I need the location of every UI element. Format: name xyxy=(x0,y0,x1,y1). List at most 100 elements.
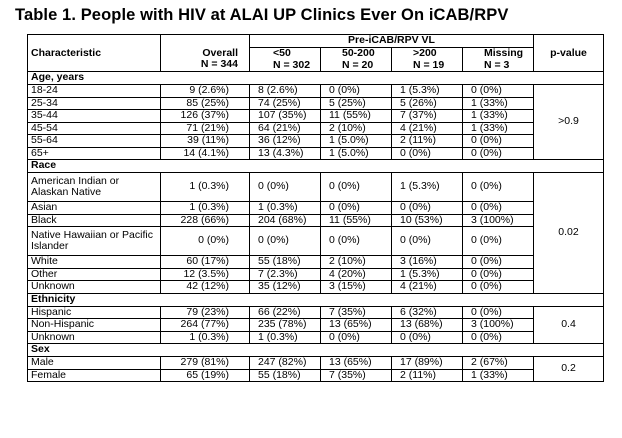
cell-value: 1 (0.3%) xyxy=(160,172,250,202)
cell-value: 2 (10%) xyxy=(320,121,392,135)
cell-value: 2 (11%) xyxy=(391,134,463,148)
header-50-200: 50-200 N = 20 xyxy=(320,47,392,72)
p-value: >0.9 xyxy=(533,84,604,160)
row-label: White xyxy=(27,255,161,269)
header-gt200-n: N = 19 xyxy=(413,58,445,71)
row-label: Unknown xyxy=(27,330,161,344)
cell-value: 0 (0%) xyxy=(249,172,321,202)
section-row: Race xyxy=(27,159,604,173)
cell-value: 8 (2.6%) xyxy=(249,84,321,98)
cell-value: 10 (53%) xyxy=(391,213,463,227)
cell-value: 13 (68%) xyxy=(391,318,463,332)
cell-value: 4 (21%) xyxy=(391,121,463,135)
cell-value: 0 (0%) xyxy=(462,146,534,160)
header-overall-n: N = 344 xyxy=(200,58,238,71)
table-row: White 60 (17%) 55 (18%) 2 (10%) 3 (16%) 0 (0%… xyxy=(27,255,604,269)
cell-value: 7 (35%) xyxy=(320,368,392,382)
cell-value: 64 (21%) xyxy=(249,121,321,135)
row-label: Hispanic xyxy=(27,305,161,319)
cell-value: 0 (0%) xyxy=(391,330,463,344)
cell-value: 1 (5.0%) xyxy=(320,134,392,148)
header-row: Characteristic Overall N = 344 <50 N = 3… xyxy=(27,47,604,72)
header-missing: Missing N = 3 xyxy=(462,47,534,72)
cell-value: 2 (10%) xyxy=(320,255,392,269)
header-missing-n: N = 3 xyxy=(484,58,510,71)
row-label: 18-24 xyxy=(27,84,161,98)
cell-value: 3 (100%) xyxy=(462,318,534,332)
header-missing-name: Missing xyxy=(484,47,524,59)
cell-value: 42 (12%) xyxy=(160,280,250,294)
header-gt200: >200 N = 19 xyxy=(391,47,463,72)
cell-value: 5 (25%) xyxy=(320,96,392,110)
cell-value: 0 (0%) xyxy=(462,84,534,98)
table-row: 35-44 126 (37%) 107 (35%) 11 (55%) 7 (37%) 1 … xyxy=(27,109,604,123)
table-row: Native Hawaiian or Pacific Islander 0 (0%… xyxy=(27,226,604,256)
table-row: Other 12 (3.5%) 7 (2.3%) 4 (20%) 1 (5.3%) 0 (… xyxy=(27,267,604,281)
cell-value: 7 (2.3%) xyxy=(249,267,321,281)
section-label: Ethnicity xyxy=(27,292,604,307)
row-label: American Indian or Alaskan Native xyxy=(27,172,161,202)
cell-value: 0 (0%) xyxy=(391,146,463,160)
table-row: Non-Hispanic 264 (77%) 235 (78%) 13 (65%) 13… xyxy=(27,318,604,332)
row-label: Asian xyxy=(27,201,161,215)
cell-value: 0 (0%) xyxy=(462,305,534,319)
cell-value: 247 (82%) xyxy=(249,356,321,370)
cell-value: 0 (0%) xyxy=(462,226,534,256)
cell-value: 1 (0.3%) xyxy=(160,201,250,215)
cell-value: 71 (21%) xyxy=(160,121,250,135)
cell-value: 1 (0.3%) xyxy=(249,201,321,215)
cell-value: 264 (77%) xyxy=(160,318,250,332)
table-row: Male 279 (81%) 247 (82%) 13 (65%) 17 (89%) 2 … xyxy=(27,356,604,382)
cell-value: 0 (0%) xyxy=(320,226,392,256)
row-label: Unknown xyxy=(27,280,161,294)
cell-value: 1 (0.3%) xyxy=(160,330,250,344)
cell-value: 107 (35%) xyxy=(249,109,321,123)
header-gt200-name: >200 xyxy=(413,47,437,59)
cell-value: 13 (65%) xyxy=(320,356,392,370)
row-label: Female xyxy=(27,368,161,382)
header-blank xyxy=(160,34,250,48)
cell-value: 1 (0.3%) xyxy=(249,330,321,344)
cell-value: 1 (5.3%) xyxy=(391,172,463,202)
table-row: Asian 1 (0.3%) 1 (0.3%) 0 (0%) 0 (0%) 0 (0%) xyxy=(27,201,604,215)
cell-value: 55 (18%) xyxy=(249,368,321,382)
cell-value: 3 (100%) xyxy=(462,213,534,227)
header-overall: Overall N = 344 xyxy=(160,47,250,72)
header-characteristic: Characteristic xyxy=(27,47,161,72)
cell-value: 14 (4.1%) xyxy=(160,146,250,160)
cell-value: 0 (0%) xyxy=(462,267,534,281)
table-row: American Indian or Alaskan Native 1 (0.3%… xyxy=(27,172,604,294)
p-value: 0.2 xyxy=(533,356,604,382)
cell-value: 17 (89%) xyxy=(391,356,463,370)
table-row: Black 228 (66%) 204 (68%) 11 (55%) 10 (53%) 3… xyxy=(27,213,604,227)
cell-value: 35 (12%) xyxy=(249,280,321,294)
table-row: Unknown 42 (12%) 35 (12%) 3 (15%) 4 (21%) 0 (… xyxy=(27,280,604,294)
cell-value: 36 (12%) xyxy=(249,134,321,148)
data-table: Pre-iCAB/RPV VL Characteristic Overall N… xyxy=(27,34,604,382)
cell-value: 0 (0%) xyxy=(391,201,463,215)
header-lt50: <50 N = 302 xyxy=(249,47,321,72)
cell-value: 11 (55%) xyxy=(320,109,392,123)
cell-value: 7 (37%) xyxy=(391,109,463,123)
row-label: Black xyxy=(27,213,161,227)
cell-value: 5 (26%) xyxy=(391,96,463,110)
header-lt50-n: N = 302 xyxy=(273,58,311,71)
row-label: 35-44 xyxy=(27,109,161,123)
row-label: Male xyxy=(27,356,161,370)
cell-value: 85 (25%) xyxy=(160,96,250,110)
cell-value: 11 (55%) xyxy=(320,213,392,227)
cell-value: 3 (15%) xyxy=(320,280,392,294)
row-label: 25-34 xyxy=(27,96,161,110)
cell-value: 0 (0%) xyxy=(462,280,534,294)
row-label: Non-Hispanic xyxy=(27,318,161,332)
cell-value: 0 (0%) xyxy=(462,255,534,269)
header-blank xyxy=(27,34,161,48)
cell-value: 60 (17%) xyxy=(160,255,250,269)
table-row: 25-34 85 (25%) 74 (25%) 5 (25%) 5 (26%) 1 (33… xyxy=(27,96,604,110)
section-row: Sex xyxy=(27,343,604,357)
cell-value: 1 (5.0%) xyxy=(320,146,392,160)
table-row: 65+ 14 (4.1%) 13 (4.3%) 1 (5.0%) 0 (0%) 0 (0%… xyxy=(27,146,604,160)
cell-value: 204 (68%) xyxy=(249,213,321,227)
section-label: Age, years xyxy=(27,71,604,85)
cell-value: 4 (20%) xyxy=(320,267,392,281)
